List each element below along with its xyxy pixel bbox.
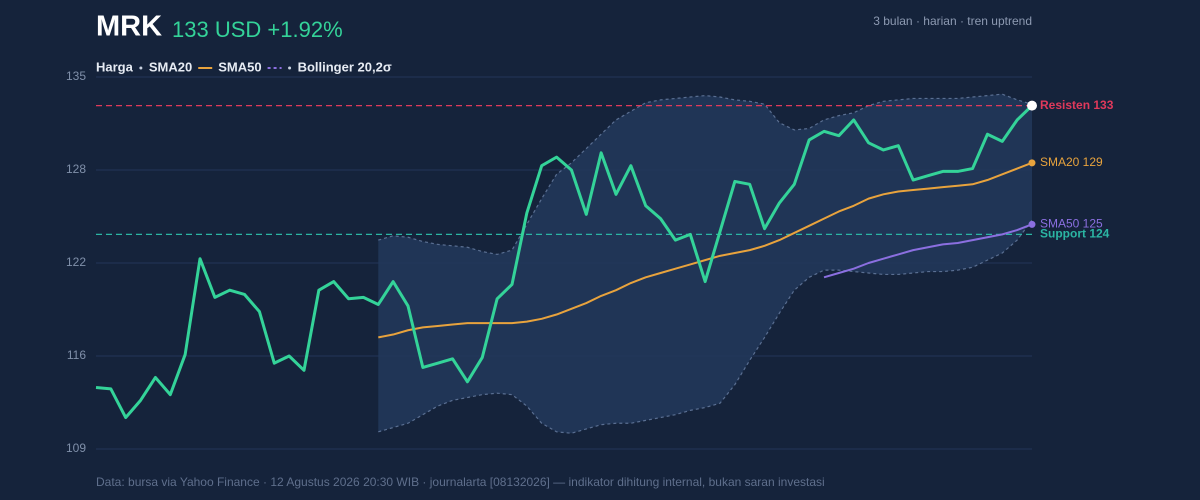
level-label: Support 124 <box>1040 227 1110 241</box>
subtitle: 3 bulan · harian · tren uptrend <box>873 14 1032 28</box>
legend-label: SMA20 <box>149 59 192 74</box>
series-line <box>823 223 1033 279</box>
legend-label: Harga <box>96 59 134 74</box>
y-tick-label: 109 <box>66 441 86 455</box>
y-tick-label: 135 <box>66 69 86 83</box>
end-marker <box>1028 159 1036 167</box>
legend-separator <box>288 66 292 70</box>
legend-separator <box>139 66 143 70</box>
last-price-marker <box>1027 100 1037 111</box>
headline: 133 USD +1.92% <box>172 17 343 42</box>
legend-label: SMA50 <box>218 59 261 74</box>
level-label: Resisten 133 <box>1040 98 1114 112</box>
y-tick-label: 116 <box>67 348 86 362</box>
footer: Data: bursa via Yahoo Finance · 12 Agust… <box>96 475 825 489</box>
series-line <box>95 104 1034 420</box>
legend-label: Bollinger 20,2σ <box>298 59 392 74</box>
chart-title: MRK <box>96 11 162 43</box>
y-tick-label: 128 <box>66 162 86 176</box>
series-line <box>378 161 1033 339</box>
end-label: SMA20 129 <box>1040 155 1103 169</box>
end-label: SMA50 125 <box>1040 217 1103 231</box>
y-tick-label: 122 <box>66 255 86 269</box>
end-marker <box>1028 220 1036 228</box>
bollinger-lower <box>378 219 1033 434</box>
bollinger-band <box>378 94 1032 434</box>
